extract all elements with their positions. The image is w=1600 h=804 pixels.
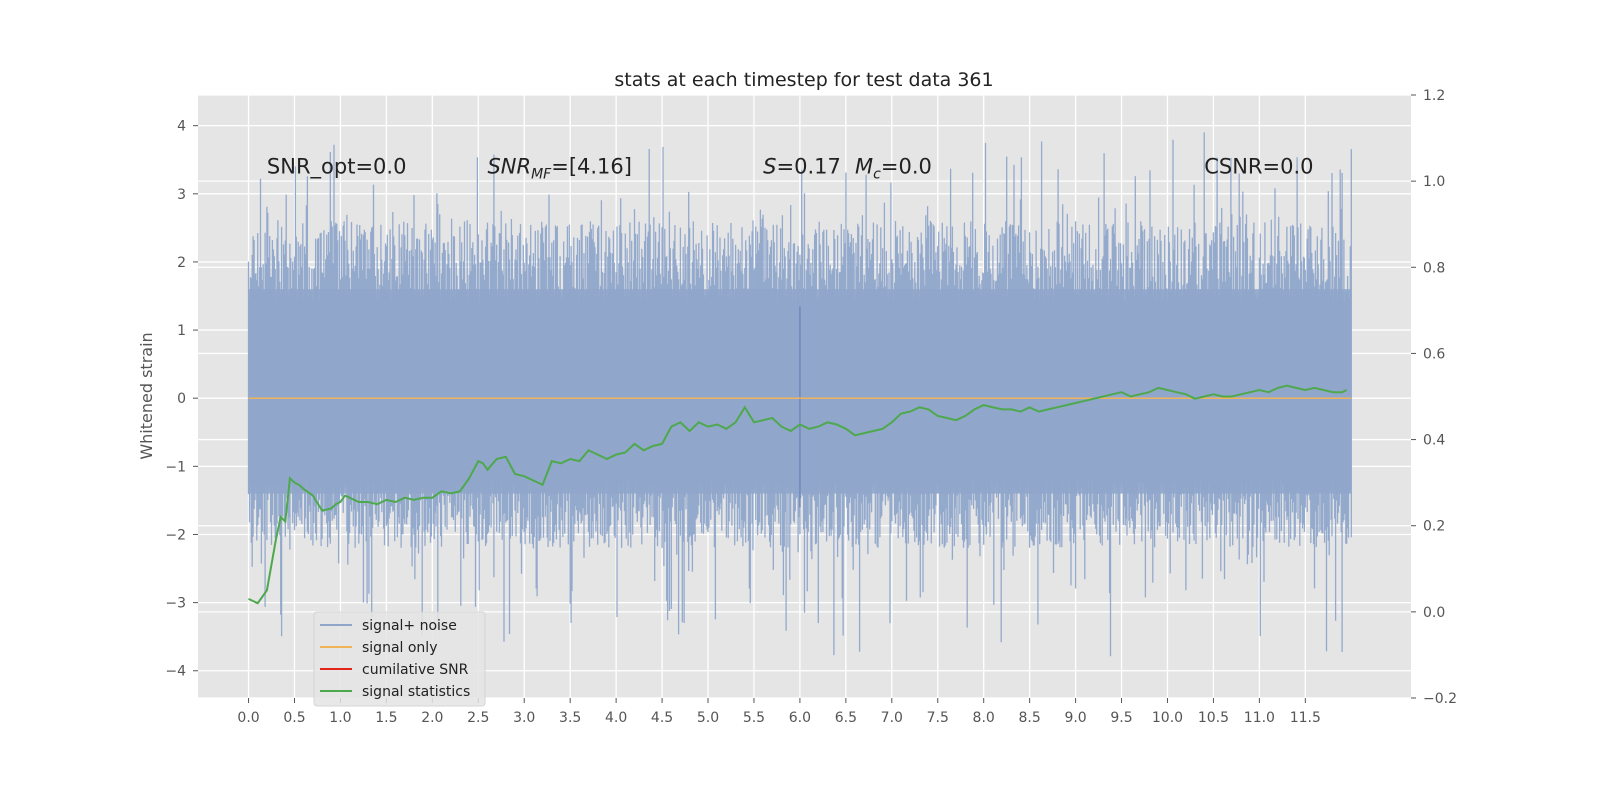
- x-tick-label: 11.0: [1244, 710, 1275, 726]
- stat-annotation: Mc=0.0: [855, 154, 932, 182]
- legend: signal+ noise signal only cumilative SNR si…: [313, 611, 486, 707]
- x-tick-label: 1.5: [375, 710, 397, 726]
- y-tick-label: 2: [177, 255, 186, 271]
- x-tick-label: 10.0: [1152, 710, 1183, 726]
- x-tick-label: 6.0: [789, 710, 811, 726]
- y-axis-label: Whitened strain: [137, 332, 156, 459]
- y-tick-label: 0: [177, 391, 186, 407]
- x-tick-label: 7.0: [881, 710, 903, 726]
- stat-annotation: CSNR=0.0: [1204, 154, 1313, 178]
- stat-annotation: S=0.17: [763, 154, 841, 178]
- chart-title: stats at each timestep for test data 361: [614, 69, 993, 91]
- annotation-symbol: SNR: [487, 154, 531, 178]
- series-layer: [248, 384, 1352, 605]
- annotation-value: =[4.16]: [551, 154, 632, 178]
- x-tick-label: 4.0: [605, 710, 627, 726]
- y-tick-label: −1: [165, 459, 186, 475]
- axes-layer: 0.0 0.5 1.0 1.5 2.0 2.5 3.0 3.5 4.0 4.5 5.0 5.5 6.0 6…: [165, 88, 1457, 726]
- y-tick-label: 1: [177, 323, 186, 339]
- x-tick-label: 3.0: [513, 710, 535, 726]
- y-tick-label: 3: [177, 187, 186, 203]
- stat-annotation: SNR_opt=0.0: [267, 154, 407, 179]
- y2-tick-label: 0.2: [1423, 519, 1445, 535]
- legend-label: signal+ noise: [362, 618, 457, 634]
- legend-label: cumilative SNR: [362, 662, 469, 678]
- x-tick-label: 0.0: [237, 710, 259, 726]
- noise-layer: [247, 132, 1352, 657]
- annotation-symbol: M: [855, 154, 873, 178]
- y2-tick-label: 0.0: [1423, 605, 1445, 621]
- y2-tick-label: 0.4: [1423, 433, 1445, 449]
- x-tick-label: 11.5: [1290, 710, 1321, 726]
- annotation-symbol: S: [763, 154, 776, 178]
- y2-tick-label: 0.8: [1423, 260, 1445, 276]
- legend-label: signal only: [362, 640, 437, 656]
- x-tick-label: 9.5: [1110, 710, 1132, 726]
- x-tick-label: 8.0: [973, 710, 995, 726]
- x-tick-label: 5.0: [697, 710, 719, 726]
- annotation-layer: SNR_opt=0.0 SNRMF=[4.16] S=0.17 Mc=0.0 CSNR=…: [267, 154, 1314, 182]
- x-tick-label: 10.5: [1198, 710, 1229, 726]
- x-tick-label: 2.5: [467, 710, 489, 726]
- y-tick-label: −4: [165, 664, 186, 680]
- x-tick-label: 8.5: [1019, 710, 1041, 726]
- y-tick-label: 4: [177, 119, 186, 135]
- y2-tick-label: 1.0: [1423, 174, 1445, 190]
- x-tick-label: 1.0: [329, 710, 351, 726]
- x-tick-label: 7.5: [927, 710, 949, 726]
- annotation-subscript: MF: [531, 166, 552, 182]
- annotation-value: =0.0: [881, 154, 932, 178]
- legend-box: [313, 611, 486, 707]
- y-tick-label: −2: [165, 527, 186, 543]
- stat-annotation: SNRMF=[4.16]: [487, 154, 632, 182]
- x-tick-label: 2.0: [421, 710, 443, 726]
- y2-tick-label: −0.2: [1423, 691, 1457, 707]
- y2-tick-label: 0.6: [1423, 346, 1445, 362]
- x-tick-label: 4.5: [651, 710, 673, 726]
- legend-label: signal statistics: [362, 684, 470, 700]
- x-tick-label: 5.5: [743, 710, 765, 726]
- y-tick-label: −3: [165, 596, 186, 612]
- x-tick-label: 0.5: [283, 710, 305, 726]
- x-tick-label: 9.0: [1064, 710, 1086, 726]
- x-tick-label: 6.5: [835, 710, 857, 726]
- annotation-subscript: c: [873, 166, 881, 182]
- y2-tick-label: 1.2: [1423, 88, 1445, 104]
- annotation-value: =0.17: [776, 154, 840, 178]
- x-tick-label: 3.5: [559, 710, 581, 726]
- signal-statistics-series: [248, 384, 1348, 605]
